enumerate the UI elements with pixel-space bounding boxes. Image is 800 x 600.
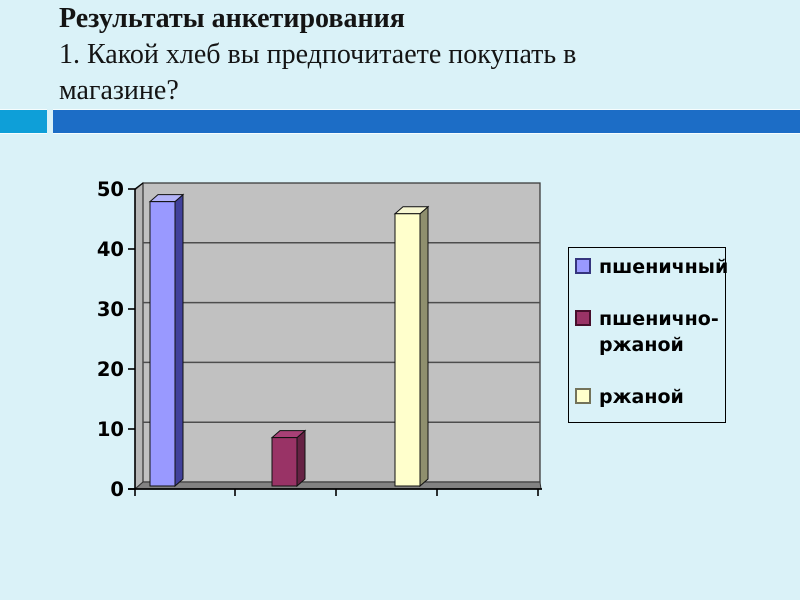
- y-tick-label-10: 10: [97, 418, 124, 441]
- slide-title: Результаты анкетирования: [59, 3, 405, 34]
- bar-side-1: [296, 429, 306, 488]
- y-tick-label-40: 40: [97, 238, 124, 261]
- y-tick-label-0: 0: [110, 478, 124, 501]
- legend-swatch-0: [575, 258, 591, 274]
- y-tick-label-20: 20: [97, 358, 124, 381]
- legend-item-0: пшеничный: [575, 255, 728, 280]
- legend-swatch-2: [575, 387, 591, 404]
- bar-ржаной: [394, 213, 421, 487]
- bar-side-0: [174, 193, 184, 488]
- slide-subtitle-line-2: магазине?: [59, 75, 179, 106]
- y-axis-top-connector: [134, 182, 144, 190]
- plot-side-wall: [134, 181, 144, 491]
- bar-пшеничный: [149, 201, 176, 487]
- plot-floor: [133, 481, 542, 490]
- legend-label-2: ржаной: [599, 385, 684, 408]
- divider-blue-segment: [53, 109, 800, 134]
- divider-cyan-segment: [0, 109, 47, 134]
- legend-label-0: пшеничный: [599, 256, 729, 278]
- legend-swatch-1: [575, 310, 591, 327]
- y-tick-label-30: 30: [97, 298, 124, 321]
- legend-item-1: пшенично-ржаной: [575, 307, 721, 357]
- bar-side-2: [419, 205, 429, 488]
- y-tick-label-50: 50: [97, 178, 124, 201]
- bar-пшенично-ржаной: [271, 437, 298, 487]
- legend-label-1: пшенично-ржаной: [599, 308, 719, 356]
- slide-subtitle-line-1: 1. Какой хлеб вы предпочитаете покупать …: [59, 39, 577, 70]
- slide-title-block: Результаты анкетирования 1. Какой хлеб в…: [59, 0, 719, 109]
- title-divider-strip: [0, 107, 800, 135]
- plot-back-wall: [142, 182, 541, 483]
- chart-legend: пшеничный пшенично-ржаной ржаной: [568, 247, 728, 423]
- legend-item-2: ржаной: [575, 385, 721, 410]
